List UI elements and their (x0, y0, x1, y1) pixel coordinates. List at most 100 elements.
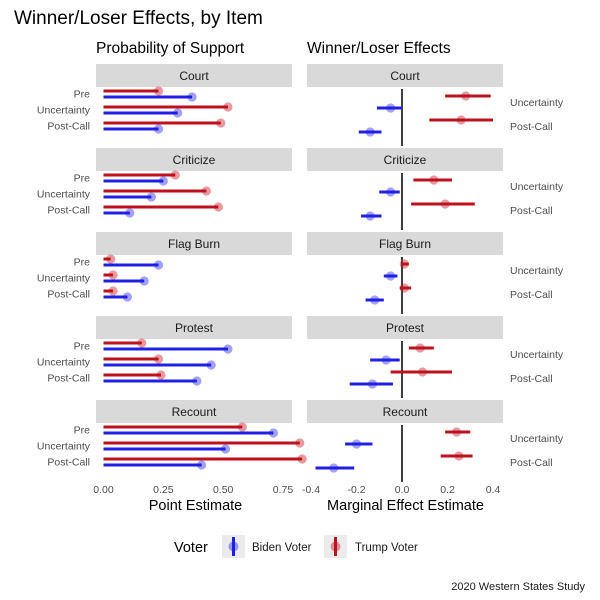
row-label: Post-Call (47, 373, 90, 385)
point-biden-voter (268, 428, 279, 438)
legend-key-trump-voter (324, 535, 347, 558)
facet-label: Protest (175, 321, 214, 335)
facet-label: Flag Burn (168, 237, 220, 251)
legend-key-point (228, 541, 239, 552)
facet-strip (307, 316, 503, 339)
facet-label: Protest (386, 321, 425, 335)
point-trump-voter (223, 102, 233, 112)
point-biden-voter (223, 344, 233, 354)
point-trump-voter (461, 91, 471, 101)
right-x-axis-label: Marginal Effect Estimate (327, 498, 484, 514)
facet-strip (307, 64, 503, 87)
row-label: Pre (74, 173, 91, 185)
row-label: Post-Call (47, 289, 90, 301)
facet-label: Criticize (384, 153, 427, 167)
panel-right-protest: Protest Uncertainty Post-Call (307, 316, 564, 398)
point-biden-voter (153, 260, 164, 270)
point-trump-voter (156, 370, 166, 380)
panel-right-criticize: Criticize Uncertainty Post-Call (307, 148, 564, 230)
row-label: Uncertainty (510, 265, 564, 277)
x-tick-label: 0.25 (153, 484, 174, 496)
panel-right-flag-burn: Flag Burn Uncertainty Post-Call (307, 232, 564, 314)
x-tick-label: 0.75 (273, 484, 294, 496)
point-biden-voter (365, 127, 375, 137)
x-tick-label: 0.4 (486, 484, 501, 496)
row-label: Post-Call (47, 121, 90, 133)
right-chart-subtitle: Winner/Loser Effects (307, 40, 451, 57)
row-label: Post-Call (510, 205, 553, 217)
point-biden-voter (370, 295, 380, 305)
point-biden-voter (351, 439, 362, 449)
row-label: Pre (74, 89, 91, 101)
point-trump-voter (108, 270, 118, 280)
panel-left-flag-burn: Flag Burn Pre Uncertainty Post-Call (37, 232, 292, 302)
facet-label: Criticize (173, 153, 216, 167)
facet-strip (307, 232, 503, 255)
row-label: Post-Call (47, 205, 90, 217)
point-biden-voter (365, 211, 375, 221)
point-trump-voter (213, 202, 223, 212)
chart-title: Winner/Loser Effects, by Item (14, 8, 263, 29)
point-biden-voter (197, 460, 207, 470)
legend-label-biden: Biden Voter (252, 542, 312, 554)
point-biden-voter (125, 208, 135, 218)
facet-label: Court (390, 69, 420, 83)
row-label: Post-Call (510, 121, 553, 133)
point-biden-voter (386, 271, 396, 281)
point-biden-voter (386, 103, 396, 113)
left-x-axis-label: Point Estimate (149, 498, 243, 514)
right-panels: Court Uncertainty Post-Call Criticize Uncert… (302, 64, 564, 496)
row-label: Pre (74, 425, 91, 437)
left-chart-subtitle: Probability of Support (96, 40, 245, 57)
panel-left-criticize: Criticize Pre Uncertainty Post-Call (37, 148, 292, 218)
x-tick-label: -0.2 (347, 484, 365, 496)
x-tick-label: 0.50 (213, 484, 234, 496)
point-biden-voter (153, 124, 164, 134)
legend-title: Voter (174, 540, 208, 556)
point-biden-voter (122, 292, 133, 302)
panel-right-court: Court Uncertainty Post-Call (307, 64, 564, 146)
point-biden-voter (146, 192, 156, 202)
row-label: Uncertainty (510, 349, 564, 361)
point-biden-voter (192, 376, 202, 386)
facet-strip (96, 316, 292, 339)
point-trump-voter (106, 254, 116, 264)
facet-label: Recount (383, 405, 428, 419)
facet-strip (96, 232, 292, 255)
point-trump-voter (452, 427, 462, 437)
point-biden-voter (220, 444, 231, 454)
point-trump-voter (137, 338, 147, 348)
point-trump-voter (295, 438, 305, 448)
panel-right-recount: Recount Uncertainty Post-Call (307, 400, 564, 482)
point-trump-voter (440, 199, 450, 209)
row-label: Uncertainty (37, 189, 91, 201)
point-trump-voter (417, 367, 428, 377)
x-tick-label: 0.2 (440, 484, 455, 496)
point-trump-voter (399, 283, 409, 293)
legend-key-biden-voter (222, 535, 245, 558)
panel-left-court: Court Pre Uncertainty Post-Call (37, 64, 292, 134)
x-tick-label: 0.00 (93, 484, 114, 496)
legend: Voter Biden Voter Trump Voter (174, 535, 418, 558)
point-trump-voter (415, 343, 425, 353)
x-tick-label: 0.0 (395, 484, 410, 496)
point-biden-voter (329, 463, 339, 473)
point-trump-voter (237, 422, 247, 432)
point-trump-voter (456, 115, 466, 125)
point-biden-voter (367, 379, 378, 389)
point-biden-voter (206, 360, 216, 370)
point-biden-voter (381, 355, 391, 365)
row-label: Post-Call (47, 457, 90, 469)
point-trump-voter (108, 286, 118, 296)
point-trump-voter (399, 259, 409, 269)
row-label: Uncertainty (510, 181, 564, 193)
point-trump-voter (429, 175, 439, 185)
row-label: Uncertainty (510, 97, 564, 109)
point-trump-voter (297, 454, 307, 464)
facet-strip (96, 148, 292, 171)
x-tick-label: -0.4 (302, 484, 320, 496)
row-label: Pre (74, 341, 91, 353)
point-trump-voter (170, 170, 180, 180)
facet-strip (307, 148, 503, 171)
